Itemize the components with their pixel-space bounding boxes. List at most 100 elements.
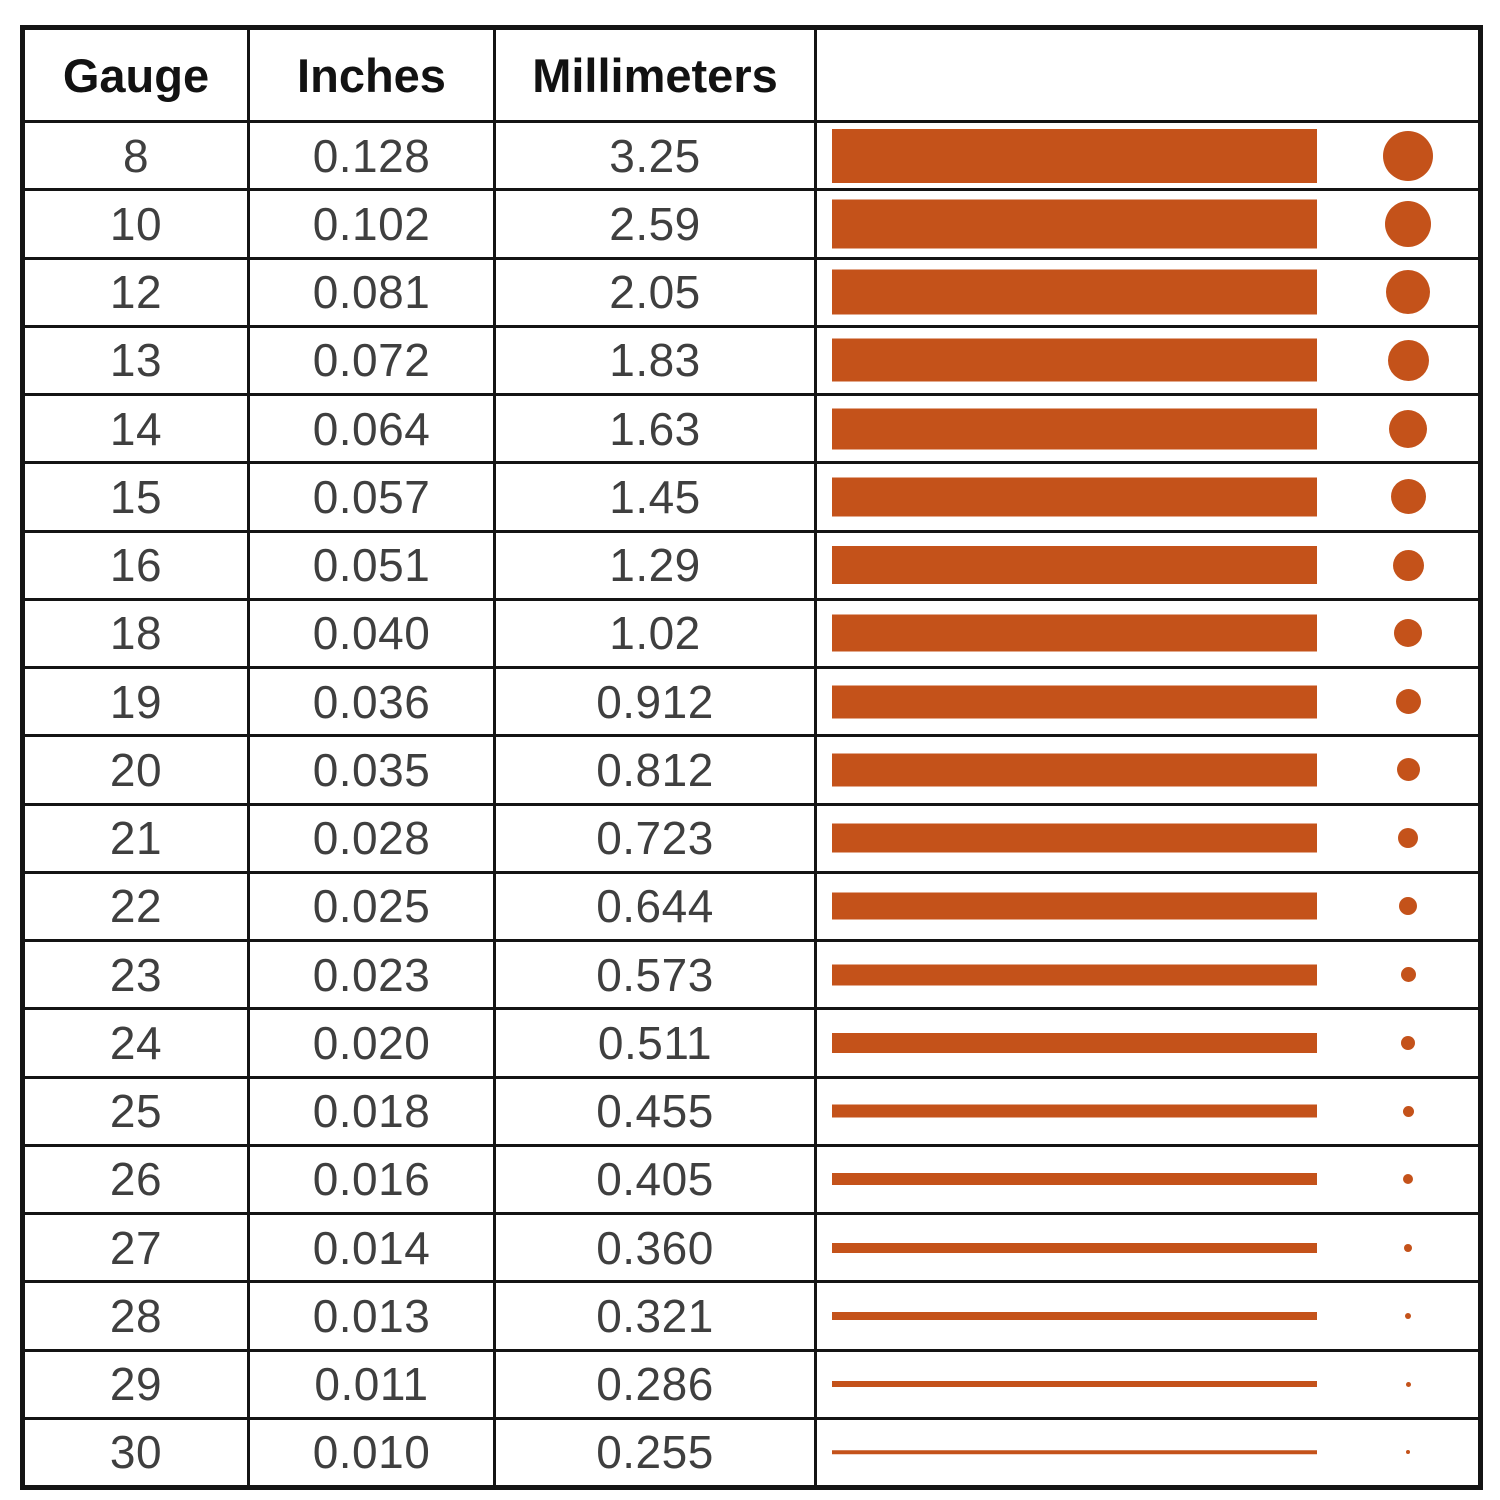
size-visual-cell — [817, 1351, 1478, 1417]
gauge-cell: 25 — [25, 1078, 247, 1144]
gauge-cell: 29 — [25, 1351, 247, 1417]
wire-thickness-bar — [832, 128, 1317, 183]
millimeters-cell: 0.812 — [496, 737, 814, 803]
inches-cell: 0.128 — [250, 123, 493, 189]
inches-cell: 0.014 — [250, 1215, 493, 1281]
gauge-cell: 22 — [25, 873, 247, 939]
gauge-cell: 30 — [25, 1419, 247, 1485]
wire-thickness-bar — [832, 964, 1317, 986]
inches-cell: 0.016 — [250, 1146, 493, 1212]
gauge-cell: 24 — [25, 1010, 247, 1076]
size-visual-cell — [817, 259, 1478, 325]
wire-size-dot — [1400, 967, 1416, 983]
size-visual-cell — [817, 1283, 1478, 1349]
wire-size-dot — [1398, 828, 1418, 849]
wire-thickness-bar — [832, 1173, 1317, 1186]
size-visual-cell — [817, 464, 1478, 530]
size-visual-cell — [817, 1010, 1478, 1076]
wire-size-dot — [1405, 1381, 1411, 1387]
gauge-cell: 23 — [25, 942, 247, 1008]
inches-cell: 0.023 — [250, 942, 493, 1008]
gauge-cell: 20 — [25, 737, 247, 803]
inches-cell: 0.081 — [250, 259, 493, 325]
inches-cell: 0.072 — [250, 327, 493, 393]
wire-size-dot — [1405, 1312, 1411, 1319]
inches-cell: 0.057 — [250, 464, 493, 530]
wire-thickness-bar — [832, 614, 1317, 652]
gauge-cell: 26 — [25, 1146, 247, 1212]
wire-size-dot — [1395, 689, 1421, 715]
wire-thickness-bar — [832, 477, 1317, 517]
size-visual-cell — [817, 1146, 1478, 1212]
millimeters-cell: 1.45 — [496, 464, 814, 530]
wire-size-dot — [1392, 549, 1424, 581]
wire-size-dot — [1387, 339, 1429, 381]
gauge-cell: 10 — [25, 191, 247, 257]
millimeters-cell: 0.723 — [496, 805, 814, 871]
millimeters-cell: 0.573 — [496, 942, 814, 1008]
millimeters-cell: 0.644 — [496, 873, 814, 939]
wire-size-dot — [1389, 409, 1427, 448]
gauge-cell: 21 — [25, 805, 247, 871]
wire-size-dot — [1394, 619, 1422, 648]
gauge-cell: 16 — [25, 532, 247, 598]
millimeters-cell: 0.286 — [496, 1351, 814, 1417]
size-visual-cell — [817, 873, 1478, 939]
gauge-table: Gauge Inches Millimeters 8 0.128 3.25 10 0.1… — [20, 25, 1483, 1490]
inches-cell: 0.020 — [250, 1010, 493, 1076]
wire-thickness-bar — [832, 1450, 1317, 1455]
inches-cell: 0.011 — [250, 1351, 493, 1417]
header-gauge: Gauge — [25, 30, 247, 120]
wire-thickness-bar — [832, 199, 1317, 249]
wire-thickness-bar — [832, 1032, 1317, 1053]
wire-size-dot — [1401, 1035, 1415, 1050]
wire-thickness-bar — [832, 1381, 1317, 1388]
size-visual-cell — [817, 327, 1478, 393]
gauge-cell: 15 — [25, 464, 247, 530]
inches-cell: 0.036 — [250, 669, 493, 735]
wire-size-dot — [1404, 1243, 1412, 1252]
size-visual-cell — [817, 532, 1478, 598]
millimeters-cell: 0.360 — [496, 1215, 814, 1281]
millimeters-cell: 0.511 — [496, 1010, 814, 1076]
wire-size-dot — [1396, 758, 1420, 782]
gauge-cell: 27 — [25, 1215, 247, 1281]
wire-size-dot — [1386, 270, 1430, 315]
inches-cell: 0.028 — [250, 805, 493, 871]
wire-thickness-bar — [832, 1242, 1317, 1253]
size-visual-cell — [817, 396, 1478, 462]
wire-thickness-bar — [832, 338, 1317, 382]
size-visual-cell — [817, 1078, 1478, 1144]
wire-thickness-bar — [832, 685, 1317, 719]
size-visual-cell — [817, 669, 1478, 735]
millimeters-cell: 1.29 — [496, 532, 814, 598]
millimeters-cell: 1.83 — [496, 327, 814, 393]
gauge-cell: 14 — [25, 396, 247, 462]
inches-cell: 0.018 — [250, 1078, 493, 1144]
gauge-cell: 13 — [25, 327, 247, 393]
inches-cell: 0.025 — [250, 873, 493, 939]
header-visual — [817, 30, 1478, 120]
inches-cell: 0.013 — [250, 1283, 493, 1349]
inches-cell: 0.051 — [250, 532, 493, 598]
gauge-cell: 18 — [25, 600, 247, 666]
wire-thickness-bar — [832, 546, 1317, 585]
header-millimeters: Millimeters — [496, 30, 814, 120]
wire-size-dot — [1383, 130, 1433, 181]
millimeters-cell: 0.255 — [496, 1419, 814, 1485]
millimeters-cell: 0.912 — [496, 669, 814, 735]
millimeters-cell: 0.405 — [496, 1146, 814, 1212]
gauge-cell: 28 — [25, 1283, 247, 1349]
millimeters-cell: 1.63 — [496, 396, 814, 462]
size-visual-cell — [817, 805, 1478, 871]
millimeters-cell: 1.02 — [496, 600, 814, 666]
inches-cell: 0.010 — [250, 1419, 493, 1485]
inches-cell: 0.064 — [250, 396, 493, 462]
wire-size-dot — [1406, 1450, 1410, 1455]
wire-size-dot — [1402, 1105, 1414, 1117]
wire-thickness-bar — [832, 1104, 1317, 1118]
wire-thickness-bar — [832, 892, 1317, 920]
size-visual-cell — [817, 737, 1478, 803]
millimeters-cell: 3.25 — [496, 123, 814, 189]
